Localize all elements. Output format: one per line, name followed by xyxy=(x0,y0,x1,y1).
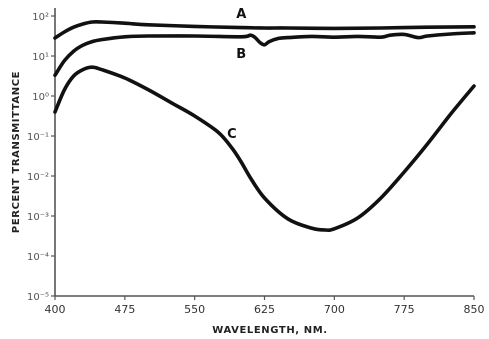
y-ticks: 10² 10¹ 10⁰ 10⁻¹ 10⁻² 10⁻³ 10⁻⁴ 10⁻⁵ xyxy=(27,12,55,303)
y-tick-label: 10⁻⁵ xyxy=(27,292,49,303)
series-line-b xyxy=(53,30,476,77)
series-label-b: B xyxy=(236,47,246,62)
x-tick-label: 625 xyxy=(254,303,275,316)
x-tick-label: 550 xyxy=(184,303,205,316)
series-line-c xyxy=(53,65,476,232)
series-line-a xyxy=(53,20,476,40)
x-tick-label: 400 xyxy=(45,303,66,316)
y-axis-title: PERCENT TRANSMITTANCE xyxy=(11,71,22,233)
x-axis-title: WAVELENGTH, NM. xyxy=(212,325,327,336)
series-labels: A B C xyxy=(227,7,246,142)
x-tick-label: 775 xyxy=(394,303,415,316)
x-tick-label: 475 xyxy=(114,303,135,316)
chart-axes xyxy=(54,8,474,297)
y-tick-label: 10² xyxy=(32,12,49,23)
x-tick-label: 700 xyxy=(324,303,345,316)
y-tick-label: 10⁻³ xyxy=(27,212,49,223)
series-curves xyxy=(53,20,476,232)
y-tick-label: 10¹ xyxy=(32,52,49,63)
y-tick-label: 10⁻² xyxy=(27,172,49,183)
y-tick-label: 10⁰ xyxy=(32,92,49,103)
series-label-a: A xyxy=(236,7,246,22)
x-ticks: 400 475 550 625 700 775 850 xyxy=(45,296,485,316)
y-tick-label: 10⁻¹ xyxy=(27,132,49,143)
series-label-c: C xyxy=(227,127,237,142)
x-tick-label: 850 xyxy=(464,303,485,316)
y-tick-label: 10⁻⁴ xyxy=(27,252,49,263)
